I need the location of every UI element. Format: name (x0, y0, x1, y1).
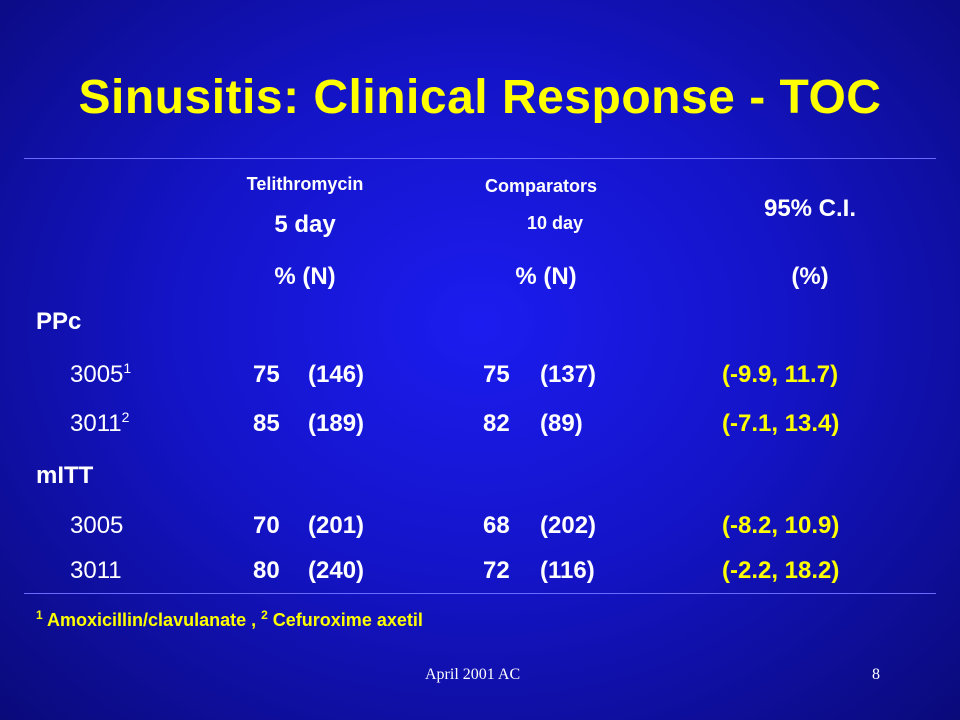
footer-date: April 2001 AC (425, 666, 521, 683)
tel-pct: 85 (253, 410, 280, 437)
footnote-marker: 2 (121, 409, 130, 425)
tel-pct: 75 (253, 361, 280, 388)
ci-value: (-9.9, 11.7) (722, 361, 839, 388)
tel-n: (146) (308, 361, 365, 388)
header-pct-ci: (%) (791, 263, 829, 290)
comp-n: (116) (540, 557, 595, 584)
header-ci: 95% C.I. (763, 195, 857, 222)
header-pct-n-comparators: % (N) (515, 263, 577, 290)
header-comparators: Comparators (484, 176, 598, 196)
ci-value: (-7.1, 13.4) (722, 410, 840, 437)
tel-pct: 80 (253, 557, 280, 584)
ci-value: (-2.2, 18.2) (722, 557, 840, 584)
footnote-marker: 1 (123, 360, 132, 376)
bottom-divider (24, 593, 936, 594)
group-label-ppc: PPc (36, 308, 82, 335)
ci-value: (-8.2, 10.9) (722, 512, 840, 539)
study-id: 30051 (70, 360, 132, 388)
study-id: 3005 (70, 512, 124, 539)
tel-n: (189) (308, 410, 365, 437)
comp-pct: 75 (483, 361, 510, 388)
tel-n: (240) (308, 557, 365, 584)
study-id: 30112 (70, 409, 130, 437)
comp-pct: 72 (483, 557, 510, 584)
page-number: 8 (872, 666, 880, 683)
tel-n: (201) (308, 512, 365, 539)
comp-n: (137) (540, 361, 597, 388)
comp-pct: 82 (483, 410, 510, 437)
slide-title: Sinusitis: Clinical Response - TOC (78, 71, 882, 124)
comp-pct: 68 (483, 512, 510, 539)
header-comparators-duration: 10 day (526, 213, 584, 233)
top-divider (24, 158, 936, 159)
study-id: 3011 (70, 557, 122, 584)
header-pct-n-telithromycin: % (N) (274, 263, 336, 290)
header-telithromycin: Telithromycin (246, 174, 364, 194)
tel-pct: 70 (253, 512, 280, 539)
footnote: 1 Amoxicillin/clavulanate , 2 Cefuroxime… (36, 608, 423, 630)
comp-n: (202) (540, 512, 597, 539)
group-label-mitt: mITT (36, 462, 94, 489)
header-telithromycin-duration: 5 day (274, 211, 336, 238)
comp-n: (89) (540, 410, 583, 437)
